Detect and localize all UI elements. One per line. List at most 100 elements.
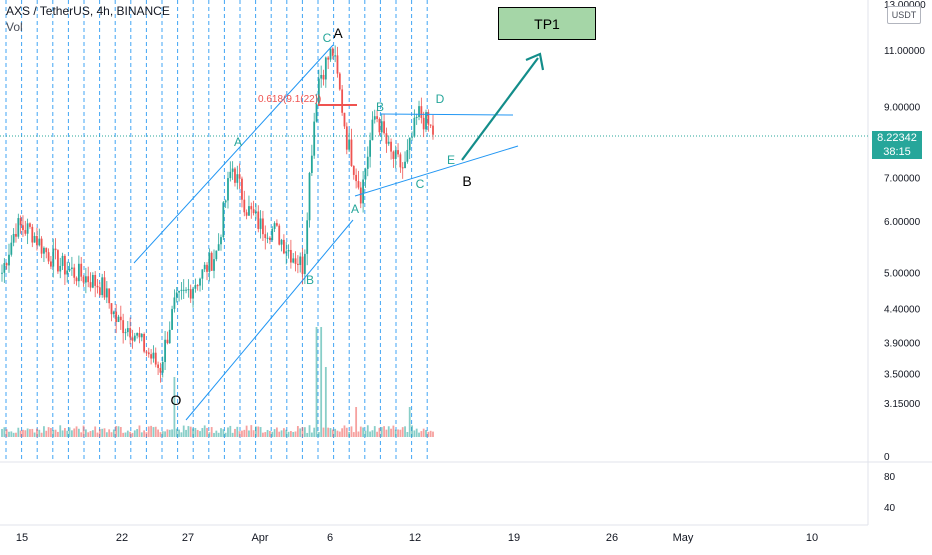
wave-label: D [436, 92, 445, 106]
candle-body [82, 276, 85, 283]
volume-bar [201, 428, 204, 437]
volume-bar [45, 430, 48, 437]
volume-bar [180, 432, 183, 437]
wave-label: B [376, 100, 384, 114]
volume-bar [159, 432, 162, 437]
volume-bar [317, 432, 320, 437]
volume-bar [341, 428, 344, 437]
candle-body [17, 218, 20, 237]
time-tick-label: May [673, 532, 694, 544]
candle-body [110, 303, 113, 315]
candle-body [227, 178, 229, 201]
candle-body [341, 89, 344, 113]
volume-bar [236, 426, 239, 437]
volume-bar [119, 426, 122, 437]
candle-body [115, 311, 118, 323]
candle-body [87, 276, 90, 283]
candle-body [238, 174, 241, 179]
candle-body [105, 288, 108, 298]
volume-bar [124, 432, 127, 437]
volume-bar [17, 427, 20, 437]
volume-bar [243, 429, 246, 437]
candle-body [112, 311, 115, 315]
volume-bar [206, 427, 208, 437]
price-tick-label: 9.00000 [884, 103, 921, 114]
volume-bar [15, 432, 17, 437]
candle-body [229, 171, 232, 179]
candle-body [103, 277, 106, 298]
volume-bar [429, 430, 432, 437]
candle-body [143, 333, 146, 352]
candle-body [427, 112, 430, 125]
volume-bar [161, 431, 164, 437]
volume-bar [98, 429, 101, 437]
candle-body [331, 48, 334, 56]
volume-bar [257, 426, 260, 437]
volume-bar [252, 430, 255, 437]
volume-bar [187, 426, 190, 437]
volume-bar [40, 432, 43, 437]
wave-label: E [447, 153, 455, 167]
candle-body [390, 141, 392, 152]
candle-body [420, 106, 423, 118]
candle-body [192, 288, 194, 299]
candle-body [383, 121, 385, 134]
candle-body [136, 333, 139, 336]
volume-bar [19, 430, 22, 437]
volume-bar [3, 427, 6, 437]
candle-body [145, 351, 148, 353]
candle-body [250, 206, 253, 210]
volume-bar [264, 432, 267, 437]
volume-bar [150, 425, 153, 437]
volume-bar [61, 430, 64, 437]
volume-bar [255, 426, 257, 437]
volume-bar [143, 430, 146, 437]
candle-body [140, 333, 143, 338]
volume-bar [136, 429, 139, 437]
candle-body [61, 255, 64, 266]
price-tick-label: 13.00000 [884, 0, 926, 11]
candle-body [8, 254, 10, 266]
candle-body [334, 55, 337, 57]
time-tick-label: 15 [16, 532, 28, 544]
candle-body [1, 272, 3, 274]
volume-bar [320, 327, 323, 437]
candle-body [271, 228, 274, 241]
candle-body [59, 265, 62, 272]
currency-selector[interactable]: USDT [887, 6, 921, 24]
volume-bar [12, 432, 15, 437]
candle-body [289, 249, 292, 263]
volume-bar [399, 429, 402, 437]
candle-body [194, 285, 197, 289]
candle-body [401, 167, 404, 169]
volume-bar [327, 427, 330, 437]
volume-bar [145, 432, 148, 437]
candle-body [338, 73, 341, 90]
volume-bar [50, 427, 52, 437]
candle-body [236, 174, 239, 183]
volume-bar [166, 429, 169, 437]
candle-body [173, 297, 176, 309]
triangle-lower-line [354, 145, 519, 197]
candle-body [175, 292, 178, 298]
candle-body [201, 269, 204, 279]
volume-bar [387, 426, 390, 437]
volume-bar [220, 428, 222, 437]
volume-bar [33, 432, 36, 437]
candle-body [217, 244, 220, 251]
price-tick-label: 4.40000 [884, 305, 921, 316]
candle-body [84, 276, 87, 283]
volume-bar [194, 427, 197, 437]
volume-bar [168, 429, 171, 437]
candle-body [359, 187, 362, 204]
candle-body [324, 57, 327, 80]
candle-body [187, 289, 190, 291]
volume-label: Vol [6, 20, 23, 34]
candle-body [425, 112, 427, 130]
candle-body [178, 290, 180, 293]
volume-bar [269, 430, 271, 437]
candle-body [22, 225, 24, 231]
fib-label: 0.618(9.1(22)) [258, 94, 321, 105]
